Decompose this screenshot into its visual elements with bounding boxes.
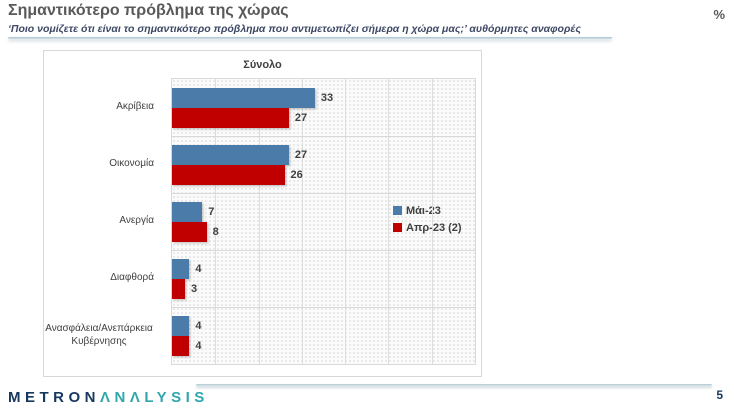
bar-series1-category1 <box>172 88 315 108</box>
value-label-series2-category3: 8 <box>212 226 219 238</box>
value-label-series1-category3: 7 <box>208 206 215 218</box>
chart-title: Σύνολο <box>243 59 282 71</box>
bar-series1-category5 <box>172 316 190 336</box>
gridline-horizontal <box>172 136 475 137</box>
gridline-vertical <box>301 79 303 364</box>
category-label-5: Ανασφάλεια/Ανεπάρκεια Κυβέρνησης <box>45 322 153 347</box>
value-label-series2-category4: 3 <box>190 283 198 295</box>
page-title: Σημαντικότερο πρόβλημα της χώρας <box>8 2 289 19</box>
bar-series1-category4 <box>172 259 190 279</box>
bar-series2-category1 <box>172 108 289 128</box>
chart-legend: Μάι-23 Απρ-23 (2) <box>393 202 462 236</box>
legend-label-1: Μάι-23 <box>406 204 441 217</box>
bar-series1-category2 <box>172 145 289 165</box>
metron-analysis-logo: METRONΛNΛLYSIS <box>8 389 209 406</box>
gridline-vertical <box>258 79 260 364</box>
category-label-4: Διαφθορά <box>110 272 154 283</box>
bar-series2-category2 <box>172 165 285 185</box>
gridline-vertical <box>215 79 217 364</box>
gridline-vertical <box>431 79 433 364</box>
bar-series2-category4 <box>172 279 185 299</box>
legend-label-2: Απρ-23 (2) <box>406 221 462 234</box>
category-label-3: Ανεργία <box>119 215 154 226</box>
value-label-series1-category1: 33 <box>320 92 334 104</box>
gridline-horizontal <box>172 307 475 308</box>
value-label-series1-category2: 27 <box>294 149 308 161</box>
category-label-1: Ακρίβεια <box>116 101 154 112</box>
gridline-horizontal <box>172 193 475 194</box>
category-label-2: Οικονομία <box>109 158 154 169</box>
gridline-vertical <box>388 79 390 364</box>
bar-series2-category5 <box>172 336 190 356</box>
legend-swatch-icon <box>393 223 402 232</box>
gridline-horizontal <box>172 250 475 251</box>
bar-series1-category3 <box>172 202 203 222</box>
value-label-series2-category2: 26 <box>290 169 303 181</box>
page-subtitle: ‘Ποιο νομίζετε ότι είναι το σημαντικότερ… <box>8 23 581 35</box>
value-label-series2-category5: 4 <box>195 340 202 352</box>
value-label-series2-category1: 27 <box>294 112 308 124</box>
unit-label: % <box>713 7 725 22</box>
legend-swatch-icon <box>393 206 402 215</box>
logo-text-metron: METRON <box>8 389 100 406</box>
bar-chart-container: Σύνολο Ακρίβεια Οικονομία Ανεργία Διαφθορά Α… <box>43 50 482 377</box>
page-number: 5 <box>716 388 723 402</box>
subtitle-divider <box>8 37 612 39</box>
value-label-series1-category5: 4 <box>195 320 202 332</box>
bar-series2-category3 <box>172 222 207 242</box>
value-label-series1-category4: 4 <box>195 263 202 275</box>
footer-divider <box>196 384 712 386</box>
legend-item-1: Μάι-23 <box>393 202 462 219</box>
logo-text-analysis: ΛNΛLYSIS <box>100 389 209 406</box>
category-axis-labels: Ακρίβεια Οικονομία Ανεργία Διαφθορά Ανασφάλε… <box>44 78 162 363</box>
legend-item-2: Απρ-23 (2) <box>393 219 462 236</box>
gridline-vertical <box>345 79 347 364</box>
plot-area: Μάι-23 Απρ-23 (2) 33 27 27 26 7 8 4 3 4 4 <box>171 78 476 365</box>
